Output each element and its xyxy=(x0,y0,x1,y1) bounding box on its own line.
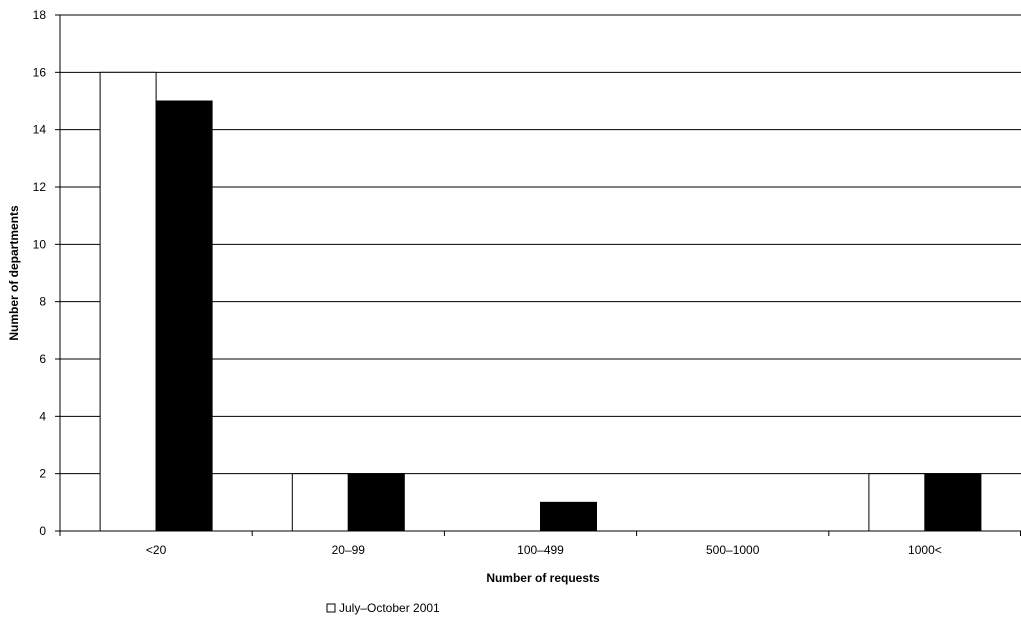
x-tick-label: 1000< xyxy=(908,543,942,557)
x-tick-label: 100–499 xyxy=(517,543,564,557)
bar-series-1-4 xyxy=(868,473,926,532)
y-tick-label: 16 xyxy=(33,65,47,79)
bar-series-1-0 xyxy=(99,71,157,532)
y-tick-label: 14 xyxy=(33,123,47,137)
legend: July–October 2001 xyxy=(326,601,440,615)
bar-series-2-2 xyxy=(540,501,597,532)
y-tick-label: 0 xyxy=(39,524,46,538)
y-tick-label: 4 xyxy=(39,409,46,423)
y-axis-title: Number of departments xyxy=(7,205,21,341)
y-tick-label: 2 xyxy=(39,467,46,481)
legend-label-july-october-2001: July–October 2001 xyxy=(339,601,440,615)
bar-series-2-1 xyxy=(347,473,405,532)
x-tick-label: 500–1000 xyxy=(706,543,760,557)
y-tick-label: 10 xyxy=(33,237,47,251)
y-tick-label: 8 xyxy=(39,295,46,309)
x-tick-label: 20–99 xyxy=(332,543,366,557)
x-tick-label: <20 xyxy=(146,543,167,557)
bar-series-2-0 xyxy=(155,100,213,532)
bars xyxy=(99,71,982,532)
y-tick-label: 6 xyxy=(39,352,46,366)
axes xyxy=(55,14,1021,536)
bar-series-2-4 xyxy=(924,473,982,532)
y-tick-label: 12 xyxy=(33,180,47,194)
y-tick-label: 18 xyxy=(33,8,47,22)
legend-swatch-july-october-2001 xyxy=(326,603,336,613)
gridlines xyxy=(60,14,1021,475)
bar-series-1-1 xyxy=(291,473,349,532)
y-tick-labels: 0 2 4 6 8 10 12 14 16 18 xyxy=(33,8,47,538)
x-tick-labels: <20 20–99 100–499 500–1000 1000< xyxy=(146,543,942,557)
x-axis-title: Number of requests xyxy=(486,571,600,585)
